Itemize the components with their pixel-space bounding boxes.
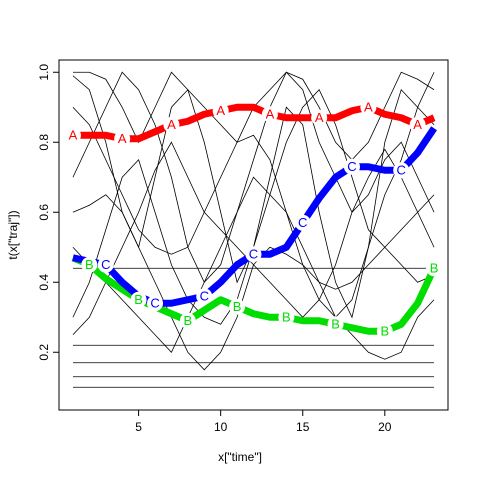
cluster-marker xyxy=(81,256,98,273)
cluster-label: B xyxy=(430,261,439,276)
cluster-line xyxy=(71,254,438,335)
cluster-marker xyxy=(97,256,114,273)
cluster-label: A xyxy=(364,100,373,115)
cluster-label: B xyxy=(85,257,94,272)
cluster-marker xyxy=(64,127,81,144)
y-tick-label: 0.6 xyxy=(37,204,51,221)
cluster-marker xyxy=(196,288,213,305)
cluster-marker xyxy=(163,116,180,133)
x-tick-label: 20 xyxy=(378,420,392,434)
cluster-label: C xyxy=(298,215,307,230)
cluster-marker xyxy=(130,291,147,308)
x-tick-label: 5 xyxy=(135,420,142,434)
cluster-marker xyxy=(343,158,360,175)
x-tick-label: 10 xyxy=(214,420,228,434)
cluster-line xyxy=(72,126,437,307)
cluster-label: B xyxy=(282,310,291,325)
y-tick-label: 1.0 xyxy=(37,64,51,81)
cluster-label: A xyxy=(69,128,78,143)
x-axis-label: x["time"] xyxy=(218,450,262,464)
cluster-label: B xyxy=(134,292,143,307)
cluster-marker xyxy=(261,106,278,123)
trajectory xyxy=(72,71,435,161)
cluster-label: C xyxy=(101,257,110,272)
cluster-marker xyxy=(229,298,246,315)
cluster-label: B xyxy=(380,324,389,339)
plot-box xyxy=(58,59,449,411)
cluster-label: C xyxy=(150,296,159,311)
cluster-marker xyxy=(212,102,229,119)
cluster-label: A xyxy=(216,103,225,118)
cluster-label: A xyxy=(167,117,176,132)
cluster-marker xyxy=(409,116,426,133)
cluster-label: B xyxy=(184,313,193,328)
cluster-label: A xyxy=(118,131,127,146)
trajectory xyxy=(72,72,435,318)
cluster-marker xyxy=(393,162,410,179)
x-tick-label: 15 xyxy=(296,420,310,434)
cluster-label: C xyxy=(347,159,356,174)
cluster-label: C xyxy=(200,289,209,304)
cluster-label: A xyxy=(315,110,324,125)
cluster-marker xyxy=(426,260,443,277)
cluster-marker xyxy=(327,316,344,333)
cluster-marker xyxy=(245,246,262,263)
cluster-label: B xyxy=(331,317,340,332)
cluster-label: C xyxy=(397,163,406,178)
cluster-marker xyxy=(376,323,393,340)
cluster-marker xyxy=(114,130,131,147)
y-tick-label: 0.4 xyxy=(37,274,51,291)
cluster-label: C xyxy=(249,247,258,262)
y-tick-label: 0.8 xyxy=(37,134,51,151)
cluster-label: A xyxy=(266,107,275,122)
cluster-marker xyxy=(311,109,328,126)
cluster-marker xyxy=(179,312,196,329)
cluster-marker xyxy=(147,295,164,312)
cluster-marker xyxy=(294,214,311,231)
trajectory xyxy=(72,176,435,360)
cluster-marker xyxy=(360,99,377,116)
y-tick-label: 0.2 xyxy=(37,344,51,361)
y-axis-label: t(x["traj"]) xyxy=(6,210,20,259)
cluster-marker xyxy=(278,309,295,326)
cluster-label: A xyxy=(413,117,422,132)
cluster-label: B xyxy=(233,299,242,314)
trajectory xyxy=(72,71,435,283)
